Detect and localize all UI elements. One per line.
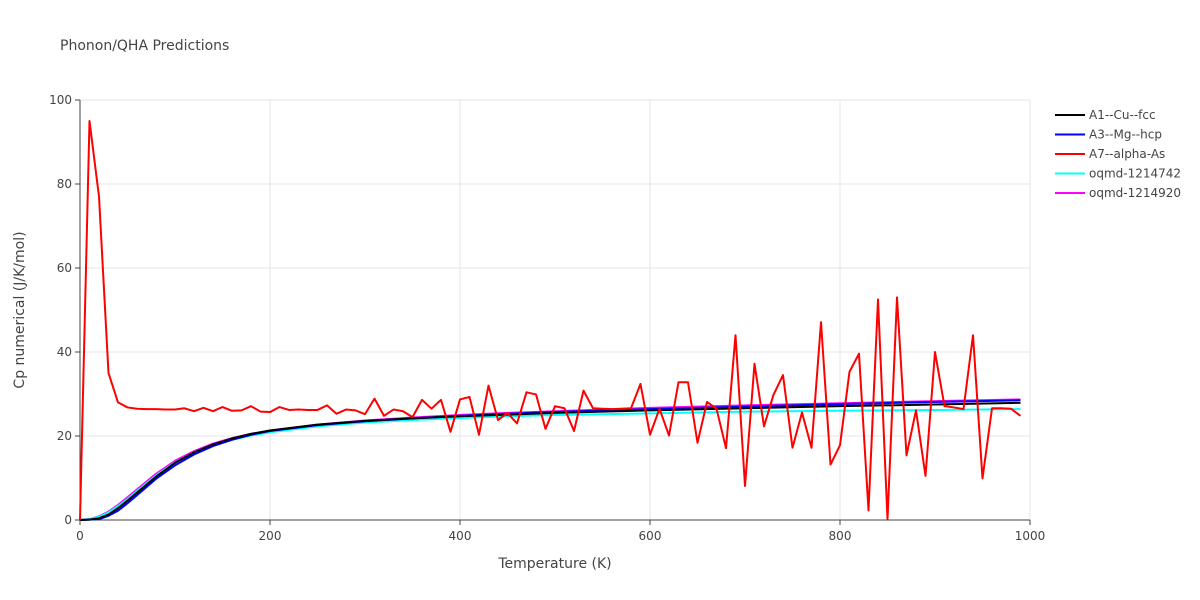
x-tick-label: 800 xyxy=(829,529,852,543)
y-tick-labels: 0 20 40 60 80 100 xyxy=(49,93,80,527)
legend-item-a3-mg-hcp[interactable]: A3--Mg--hcp xyxy=(1055,128,1162,142)
x-tick-label: 1000 xyxy=(1015,529,1046,543)
legend-label: oqmd-1214742 xyxy=(1089,167,1181,181)
x-tick-label: 200 xyxy=(259,529,282,543)
x-tick-labels: 0 200 400 600 800 1000 xyxy=(76,520,1045,543)
chart-title: Phonon/QHA Predictions xyxy=(60,38,229,54)
x-tick-label: 400 xyxy=(449,529,472,543)
series-line-a1-cu-fcc xyxy=(79,401,1021,521)
x-tick-label: 600 xyxy=(639,529,662,543)
legend-label: A1--Cu--fcc xyxy=(1089,108,1156,122)
series-line-a7-alpha-as xyxy=(79,120,1022,521)
x-tick-label: 0 xyxy=(76,529,84,543)
y-tick-label: 60 xyxy=(57,261,72,275)
y-tick-label: 100 xyxy=(49,93,72,107)
x-axis-title: Temperature (K) xyxy=(497,556,611,572)
series-layer xyxy=(79,120,1022,521)
legend-item-a7-alpha-as[interactable]: A7--alpha-As xyxy=(1055,147,1165,161)
y-axis-title: Cp numerical (J/K/mol) xyxy=(12,231,28,388)
legend-item-oqmd-1214920[interactable]: oqmd-1214920 xyxy=(1055,186,1181,200)
y-tick-label: 20 xyxy=(57,429,72,443)
legend-label: A7--alpha-As xyxy=(1089,147,1165,161)
legend-item-a1-cu-fcc[interactable]: A1--Cu--fcc xyxy=(1055,108,1156,122)
y-tick-label: 0 xyxy=(64,513,72,527)
legend-label: A3--Mg--hcp xyxy=(1089,128,1162,142)
y-tick-label: 40 xyxy=(57,345,72,359)
legend[interactable]: A1--Cu--fcc A3--Mg--hcp A7--alpha-As oqmd-1… xyxy=(1055,108,1181,200)
legend-label: oqmd-1214920 xyxy=(1089,186,1181,200)
y-tick-label: 80 xyxy=(57,177,72,191)
legend-item-oqmd-1214742[interactable]: oqmd-1214742 xyxy=(1055,167,1181,181)
